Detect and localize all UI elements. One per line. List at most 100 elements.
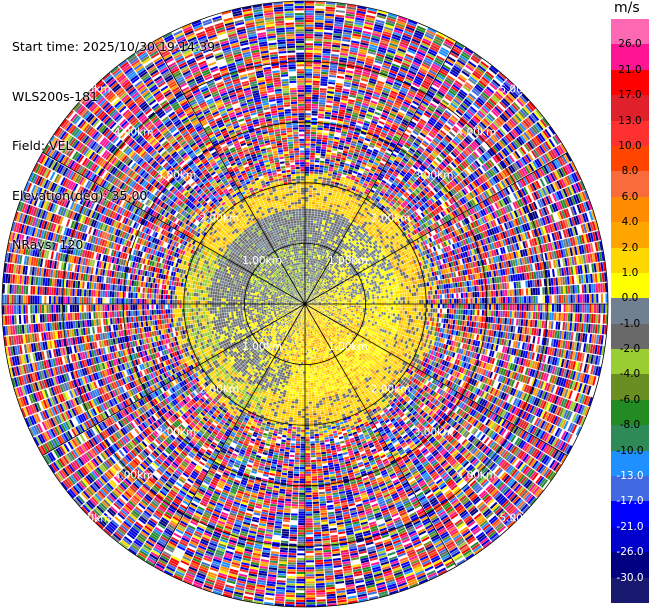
velocity-gate [399,41,409,47]
velocity-gate [320,188,325,192]
velocity-gate [357,120,364,125]
velocity-gate [309,178,314,181]
velocity-gate [342,34,352,38]
velocity-gate [428,277,431,282]
velocity-gate [361,186,366,191]
velocity-gate [339,225,343,229]
velocity-gate [338,168,343,172]
velocity-gate [335,179,340,183]
velocity-gate [333,141,339,145]
velocity-gate [329,70,337,74]
velocity-gate [358,155,364,159]
velocity-gate [323,168,329,171]
velocity-gate [315,259,318,262]
velocity-gate [367,82,376,87]
velocity-gate [332,225,337,229]
velocity-gate [348,219,353,224]
velocity-gate [341,201,346,205]
velocity-gate [347,132,354,136]
velocity-gate [324,25,334,29]
velocity-gate [392,33,402,39]
velocity-gate [436,31,447,38]
velocity-gate [305,222,308,225]
velocity-gate [376,14,386,20]
velocity-gate [310,157,315,160]
velocity-gate [372,163,378,168]
velocity-gate [318,223,322,227]
velocity-gate [321,71,329,75]
velocity-gate [305,138,311,141]
velocity-gate [310,143,316,146]
velocity-gate [432,40,442,47]
velocity-gate [305,148,310,151]
velocity-gate [334,23,344,27]
velocity-gate [318,247,321,251]
velocity-gate [335,206,340,210]
velocity-gate [322,263,325,267]
velocity-gate [330,249,334,253]
velocity-gate [351,116,358,121]
velocity-gate [382,278,386,282]
velocity-gate [369,282,372,286]
velocity-gate [306,278,308,281]
velocity-gate [417,71,426,78]
velocity-gate [335,82,343,86]
velocity-gate [325,158,330,162]
velocity-gate [378,120,385,125]
velocity-gate [350,118,357,123]
velocity-gate [307,276,309,279]
velocity-gate [373,133,380,138]
velocity-gate [315,225,319,229]
velocity-gate [315,146,321,149]
velocity-gate [356,187,361,191]
velocity-gate [305,68,313,72]
velocity-gate [305,1,315,4]
velocity-gate [322,203,326,206]
velocity-gate [393,119,401,125]
velocity-gate [319,90,327,93]
velocity-gate [359,44,369,49]
velocity-gate [325,109,332,113]
velocity-gate [345,226,349,230]
velocity-gate [318,264,321,268]
velocity-gate [349,202,354,206]
velocity-gate [305,152,310,155]
velocity-gate [312,272,314,275]
velocity-gate [332,105,339,109]
velocity-gate [310,260,313,263]
velocity-gate [344,212,349,216]
velocity-gate [305,22,314,25]
velocity-gate [376,142,382,147]
velocity-gate [363,66,372,71]
velocity-gate [305,113,311,116]
velocity-gate [310,289,312,292]
velocity-gate [308,290,310,294]
velocity-gate [310,276,312,280]
velocity-gate [386,273,389,278]
velocity-gate [312,87,320,91]
velocity-gate [349,217,354,222]
velocity-gate [326,225,330,229]
velocity-gate [397,93,406,99]
velocity-gate [320,255,323,258]
velocity-gate [397,48,407,53]
velocity-gate [305,299,307,302]
velocity-gate [407,281,411,286]
velocity-gate [400,66,409,72]
velocity-gate [353,134,359,138]
velocity-gate [332,172,338,175]
velocity-gate [313,57,322,60]
velocity-gate [312,90,320,93]
velocity-gate [312,73,321,77]
velocity-gate [368,287,371,291]
velocity-gate [346,294,349,297]
velocity-gate [307,285,309,289]
velocity-gate [384,26,394,31]
velocity-gate [305,166,310,169]
velocity-gate [431,42,441,49]
velocity-gate [328,248,332,252]
velocity-gate [367,184,372,189]
velocity-gate [380,114,388,119]
velocity-gate [315,276,318,279]
velocity-gate [317,277,319,280]
